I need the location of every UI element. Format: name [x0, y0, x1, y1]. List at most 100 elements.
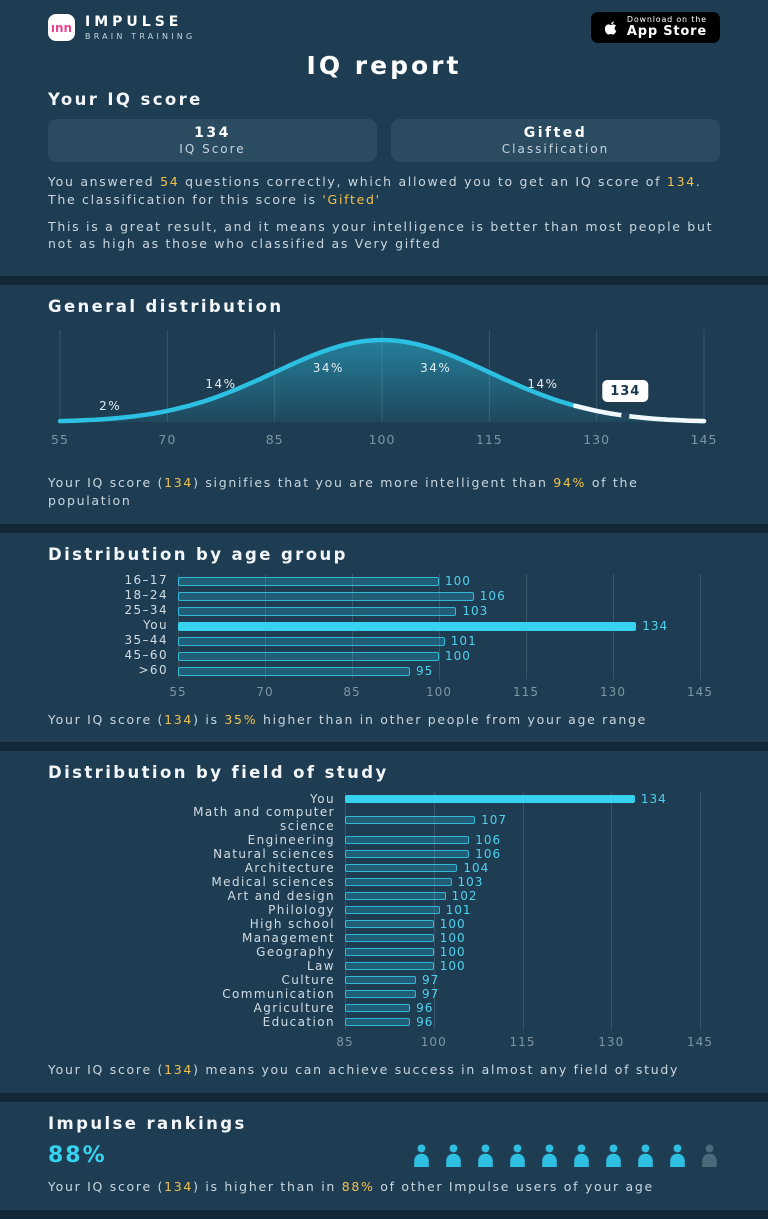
bar-row: High school 100	[48, 917, 700, 932]
bar-label: 25–34	[124, 603, 168, 618]
age-heading: Distribution by age group	[48, 544, 348, 564]
score-note: This is a great result, and it means you…	[48, 218, 714, 252]
marker-dot	[621, 411, 630, 421]
highlight-value: 134	[164, 1062, 194, 1078]
bar-label: Medical sciences	[211, 874, 335, 889]
bar-label: 16–17	[124, 573, 168, 588]
person-icon	[475, 1144, 496, 1167]
highlight-value: 35%	[224, 711, 258, 727]
bar-label: Engineering	[247, 832, 335, 847]
bar-row: Education 96	[48, 1015, 700, 1030]
bar	[345, 920, 434, 929]
person-icon	[507, 1144, 528, 1167]
bar-value: 106	[475, 847, 502, 862]
bar-label: You	[143, 618, 168, 633]
iq-score-label: IQ Score	[179, 142, 246, 157]
bar-row: Math and computer science 107	[48, 806, 700, 833]
rankings-caption: Your IQ score (134) is higher than in 88…	[48, 1178, 720, 1196]
bar-row: Art and design 102	[48, 889, 700, 904]
highlight-value: 54	[160, 174, 180, 190]
bar-row: Philology 101	[48, 902, 700, 918]
bar-track: 100	[178, 649, 700, 664]
bar-label: Communication	[222, 986, 335, 1001]
person-icon	[603, 1144, 624, 1167]
bar-row: Medical sciences 103	[48, 874, 700, 890]
bar-track: 96	[345, 1015, 700, 1029]
text: Your IQ score (	[48, 1178, 165, 1194]
bar-row: 25–34 103	[48, 603, 700, 619]
text: questions correctly, which allowed you t…	[179, 174, 667, 190]
gridline	[700, 573, 701, 679]
brand-subtitle: BRAIN TRAINING	[85, 32, 196, 42]
highlight-value: 134	[164, 1178, 194, 1194]
axis-tick: 130	[600, 684, 626, 699]
text: of the population	[48, 475, 639, 508]
x-axis: 55 70 85 100 115 130 145	[169, 679, 712, 701]
text: You answered	[48, 174, 161, 190]
bar-label: 18–24	[124, 588, 168, 603]
bar-track: 106	[345, 833, 700, 847]
bar-track: 102	[345, 889, 700, 903]
bar-row: Communication 97	[48, 986, 700, 1002]
bar-value: 102	[451, 889, 478, 904]
age-caption: Your IQ score (134) is 35% higher than i…	[48, 711, 720, 729]
bar-track: 101	[345, 903, 700, 917]
field-distribution-section: Distribution by field of study You 134 Mat…	[0, 751, 768, 1093]
bar-track: 100	[345, 917, 700, 931]
axis-tick: 130	[583, 432, 610, 447]
bar-value: 95	[416, 664, 434, 679]
text: Your IQ score (	[48, 711, 165, 727]
axis-tick: 115	[509, 1035, 536, 1050]
bar	[345, 795, 635, 804]
bar-row: >60 95	[48, 663, 700, 679]
bar-value: 134	[642, 619, 669, 634]
bar-track: 101	[178, 634, 700, 649]
bar-track: 104	[345, 861, 700, 875]
bar-value: 101	[445, 903, 472, 918]
bar-value: 100	[439, 945, 466, 960]
bar-row: Management 100	[48, 930, 700, 946]
impulse-logo: ınn IMPULSE BRAIN TRAINING	[48, 14, 196, 42]
gridline	[700, 792, 701, 1030]
axis-tick: 145	[687, 1035, 713, 1050]
bar-track: 106	[345, 847, 700, 861]
bar-label: Geography	[256, 944, 335, 959]
score-cards: 134 IQ Score Gifted Classification	[48, 119, 720, 163]
topbar: ınn IMPULSE BRAIN TRAINING Download on t…	[48, 10, 720, 44]
percent-label: 34%	[420, 361, 451, 375]
bar-value: 100	[445, 574, 471, 589]
bar-label: 35–44	[124, 633, 168, 648]
axis-tick: 100	[369, 432, 396, 447]
bar	[345, 850, 470, 859]
iq-score-value: 134	[194, 125, 231, 142]
field-caption: Your IQ score (134) means you can achiev…	[48, 1061, 720, 1079]
person-icon	[571, 1144, 592, 1167]
percent-label: 14%	[205, 377, 236, 391]
axis-tick: 130	[598, 1035, 625, 1050]
bar-row: 35–44 101	[48, 633, 700, 649]
bar-value: 100	[445, 649, 471, 664]
axis-tick: 115	[476, 432, 503, 447]
text: ) means you can achieve success in almos…	[193, 1062, 680, 1078]
highlight-value: 134	[164, 711, 194, 727]
rankings-icons	[411, 1144, 720, 1167]
percent-label: 2%	[99, 399, 121, 413]
bar-label: You	[310, 791, 335, 806]
bar-value: 101	[450, 634, 477, 649]
bar-track: 134	[178, 619, 700, 634]
rankings-heading: Impulse rankings	[48, 1113, 247, 1133]
appstore-badge[interactable]: Download on the App Store	[590, 12, 720, 44]
bar	[345, 892, 446, 901]
bar	[345, 1004, 411, 1013]
axis-tick: 115	[513, 684, 539, 699]
classification-value: Gifted	[523, 125, 588, 142]
bar-label: Management	[241, 930, 335, 945]
classification-label: Classification	[501, 142, 610, 157]
bar	[178, 591, 474, 601]
text: higher than in other people from your ag…	[257, 711, 648, 727]
bar-track: 100	[345, 945, 700, 959]
rankings-row: 88%	[48, 1143, 720, 1168]
bar-label: Philology	[268, 902, 335, 917]
bar	[345, 948, 434, 957]
axis-tick: 100	[420, 1035, 447, 1050]
